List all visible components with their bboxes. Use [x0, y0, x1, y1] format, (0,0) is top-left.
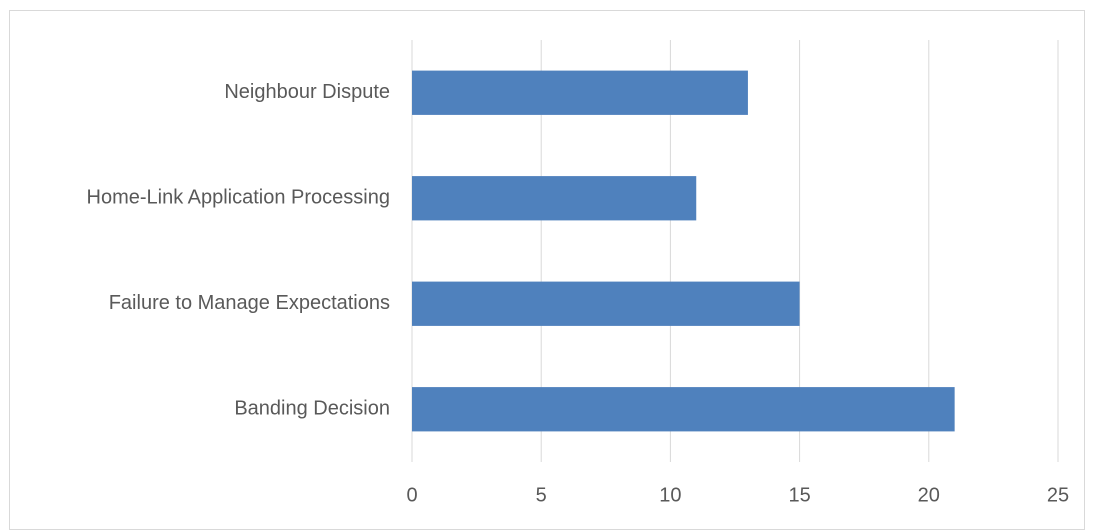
category-label-home-link-application-processing: Home-Link Application Processing [87, 187, 391, 209]
category-labels: Neighbour Dispute Home-Link Application P… [87, 81, 391, 420]
category-label-banding-decision: Banding Decision [234, 398, 390, 420]
x-tick-label-15: 15 [788, 484, 810, 506]
x-tick-label-20: 20 [918, 484, 940, 506]
bar-failure-to-manage-expectations [412, 281, 800, 326]
x-tick-label-10: 10 [659, 484, 681, 506]
bar-home-link-application-processing [412, 176, 697, 221]
x-tick-label-0: 0 [406, 484, 417, 506]
category-label-neighbour-dispute: Neighbour Dispute [224, 81, 390, 103]
bars [412, 70, 955, 432]
bar-banding-decision [412, 387, 955, 432]
bar-neighbour-dispute [412, 70, 748, 115]
x-tick-label-5: 5 [536, 484, 547, 506]
category-label-failure-to-manage-expectations: Failure to Manage Expectations [109, 292, 390, 314]
x-axis-tick-labels: 0 5 10 15 20 25 [406, 484, 1069, 506]
x-tick-label-25: 25 [1047, 484, 1069, 506]
